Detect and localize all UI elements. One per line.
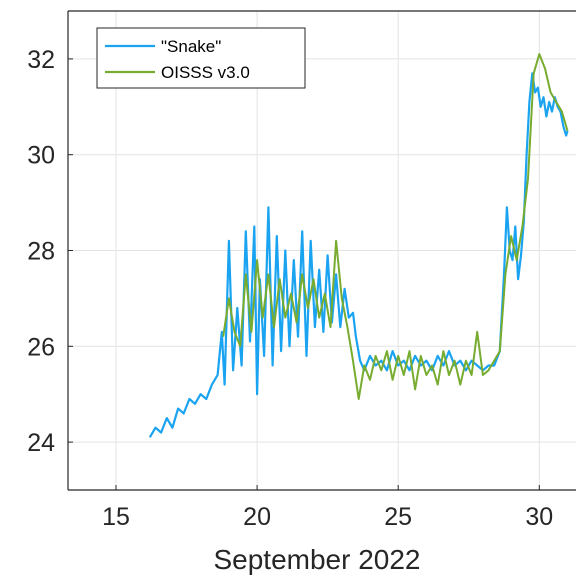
y-tick-label: 28	[27, 238, 55, 266]
x-tick-label: 15	[102, 503, 130, 531]
series-layer	[148, 53, 569, 438]
tick-labels: 15 20 25 30 24 26 28 30 32	[27, 46, 553, 531]
y-tick-label: 30	[27, 142, 55, 170]
legend: "Snake" OISSS v3.0	[96, 27, 306, 89]
legend-box	[96, 27, 306, 89]
legend-label: "Snake"	[161, 37, 221, 56]
x-tick-label: 20	[243, 503, 271, 531]
y-tick-label: 24	[27, 429, 55, 457]
series-line-oisss	[222, 53, 569, 400]
y-tick-label: 26	[27, 333, 55, 361]
legend-label: OISSS v3.0	[161, 63, 250, 82]
x-tick-label: 25	[384, 503, 412, 531]
axes	[67, 10, 576, 491]
series-line-snake	[148, 72, 569, 438]
x-tick-label: 30	[525, 503, 553, 531]
x-axis-label: September 2022	[213, 544, 420, 575]
y-tick-label: 32	[27, 46, 55, 74]
